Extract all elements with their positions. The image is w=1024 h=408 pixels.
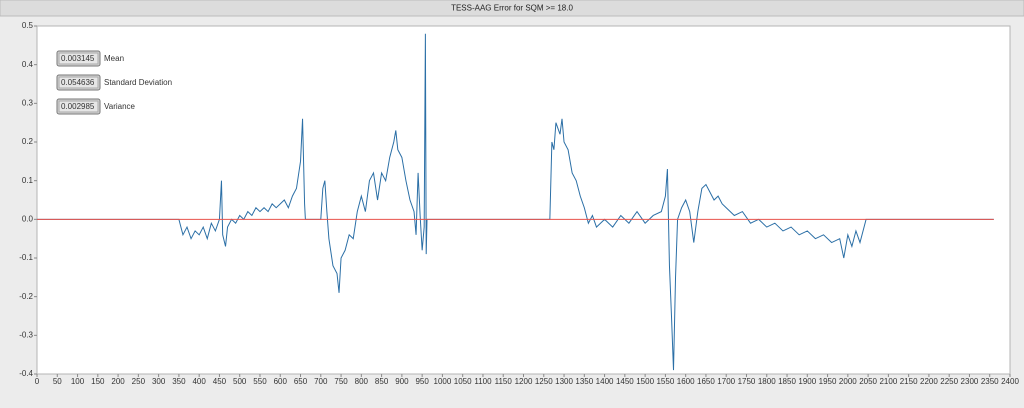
x-tick-label: 1300	[555, 377, 573, 386]
y-tick-label: 0.3	[22, 98, 34, 107]
x-tick-label: 700	[314, 377, 328, 386]
indicator-label: Mean	[104, 54, 124, 63]
y-tick-label: 0.1	[22, 176, 34, 185]
x-tick-label: 1550	[656, 377, 674, 386]
indicator-value: 0.054636	[61, 78, 95, 87]
x-tick-label: 1600	[677, 377, 695, 386]
x-tick-label: 1100	[474, 377, 492, 386]
indicator-inner	[58, 100, 99, 113]
x-tick-label: 2050	[859, 377, 877, 386]
x-tick-label: 1950	[819, 377, 837, 386]
y-tick-label: 0.5	[22, 21, 34, 30]
y-tick-label: -0.4	[19, 369, 33, 378]
x-tick-label: 1450	[616, 377, 634, 386]
x-tick-label: 850	[375, 377, 389, 386]
x-tick-label: 1500	[636, 377, 654, 386]
indicator-inner	[58, 76, 99, 89]
x-tick-label: 0	[35, 377, 40, 386]
x-tick-label: 600	[274, 377, 288, 386]
x-tick-label: 1200	[515, 377, 533, 386]
x-tick-label: 1400	[596, 377, 614, 386]
y-tick-label: -0.3	[19, 330, 33, 339]
indicator-label: Variance	[104, 102, 136, 111]
x-tick-label: 800	[355, 377, 369, 386]
y-tick-label: 0.0	[22, 214, 34, 223]
x-tick-label: 1650	[697, 377, 715, 386]
x-tick-label: 2000	[839, 377, 857, 386]
x-tick-label: 950	[415, 377, 429, 386]
y-tick-label: -0.1	[19, 253, 33, 262]
plot-area	[36, 25, 1011, 375]
x-tick-label: 500	[233, 377, 247, 386]
x-tick-label: 1350	[575, 377, 593, 386]
x-tick-label: 350	[172, 377, 186, 386]
y-tick-label: 0.4	[22, 60, 34, 69]
indicator-value: 0.003145	[61, 54, 95, 63]
x-tick-label: 50	[53, 377, 62, 386]
x-tick-label: 1750	[738, 377, 756, 386]
x-tick-label: 1800	[758, 377, 776, 386]
x-tick-label: 400	[192, 377, 206, 386]
data-line	[37, 33, 994, 371]
y-tick-label: 0.2	[22, 137, 34, 146]
x-tick-label: 2100	[879, 377, 897, 386]
x-tick-label: 1700	[717, 377, 735, 386]
x-tick-label: 1900	[798, 377, 816, 386]
x-tick-label: 750	[334, 377, 348, 386]
x-tick-label: 900	[395, 377, 409, 386]
x-tick-label: 2200	[920, 377, 938, 386]
chart-title: TESS-AAG Error for SQM >= 18.0	[451, 4, 573, 13]
x-tick-label: 300	[152, 377, 166, 386]
x-tick-label: 650	[294, 377, 308, 386]
x-tick-label: 150	[91, 377, 105, 386]
x-tick-label: 1850	[778, 377, 796, 386]
x-tick-label: 100	[71, 377, 85, 386]
indicator-value: 0.002985	[61, 102, 95, 111]
x-tick-label: 450	[213, 377, 227, 386]
x-tick-label: 550	[253, 377, 267, 386]
indicator-inner	[58, 52, 99, 65]
x-tick-label: 2250	[940, 377, 958, 386]
x-tick-label: 2150	[900, 377, 918, 386]
x-tick-label: 1150	[495, 377, 513, 386]
indicator-label: Standard Deviation	[104, 78, 172, 87]
x-tick-label: 250	[132, 377, 146, 386]
x-tick-label: 1050	[454, 377, 472, 386]
x-tick-label: 200	[111, 377, 125, 386]
x-tick-label: 1250	[535, 377, 553, 386]
x-tick-label: 1000	[434, 377, 452, 386]
title-bar	[0, 0, 1024, 17]
x-tick-label: 2300	[961, 377, 979, 386]
y-tick-label: -0.2	[19, 292, 33, 301]
x-tick-label: 2350	[981, 377, 999, 386]
x-tick-label: 2400	[1001, 377, 1019, 386]
